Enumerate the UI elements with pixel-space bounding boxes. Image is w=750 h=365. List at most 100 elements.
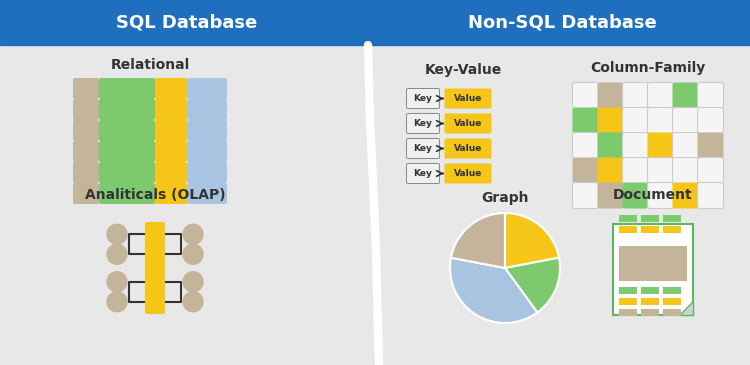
Bar (0, 0, 375, 45)
Circle shape (107, 224, 127, 244)
Wedge shape (451, 213, 505, 268)
Bar (619, 246, 687, 281)
Circle shape (183, 244, 203, 264)
FancyBboxPatch shape (622, 82, 649, 108)
FancyBboxPatch shape (673, 132, 698, 158)
FancyBboxPatch shape (673, 108, 698, 134)
Text: SQL Database: SQL Database (116, 14, 258, 31)
Wedge shape (450, 258, 537, 323)
FancyBboxPatch shape (622, 182, 649, 208)
Bar (663, 226, 681, 233)
FancyBboxPatch shape (598, 82, 623, 108)
FancyBboxPatch shape (572, 158, 598, 184)
Text: Value: Value (454, 144, 482, 153)
Circle shape (107, 292, 127, 312)
FancyBboxPatch shape (73, 162, 99, 183)
FancyBboxPatch shape (598, 108, 623, 134)
FancyBboxPatch shape (99, 141, 155, 162)
Wedge shape (505, 213, 559, 268)
Bar (613, 224, 693, 315)
Bar (375, 0, 750, 45)
FancyBboxPatch shape (445, 114, 491, 134)
FancyBboxPatch shape (698, 158, 724, 184)
Text: Non-SQL Database: Non-SQL Database (468, 14, 656, 31)
FancyBboxPatch shape (698, 82, 724, 108)
FancyBboxPatch shape (647, 132, 674, 158)
Circle shape (183, 292, 203, 312)
FancyBboxPatch shape (99, 78, 155, 99)
Bar (663, 309, 681, 316)
FancyBboxPatch shape (572, 82, 598, 108)
Bar (663, 298, 681, 305)
Bar (619, 287, 637, 294)
Bar (619, 309, 637, 316)
Text: Key: Key (413, 119, 433, 128)
FancyBboxPatch shape (187, 78, 227, 99)
Bar (663, 215, 681, 222)
Bar (641, 309, 659, 316)
FancyBboxPatch shape (99, 120, 155, 141)
FancyBboxPatch shape (445, 164, 491, 184)
FancyBboxPatch shape (622, 158, 649, 184)
FancyBboxPatch shape (155, 183, 187, 204)
FancyBboxPatch shape (155, 162, 187, 183)
FancyBboxPatch shape (622, 108, 649, 134)
FancyBboxPatch shape (406, 164, 439, 184)
FancyBboxPatch shape (73, 120, 99, 141)
FancyBboxPatch shape (598, 158, 623, 184)
FancyBboxPatch shape (187, 141, 227, 162)
FancyBboxPatch shape (572, 108, 598, 134)
Wedge shape (505, 258, 560, 312)
FancyBboxPatch shape (406, 114, 439, 134)
FancyBboxPatch shape (73, 78, 99, 99)
FancyBboxPatch shape (673, 82, 698, 108)
FancyBboxPatch shape (187, 183, 227, 204)
Bar (641, 287, 659, 294)
FancyBboxPatch shape (647, 182, 674, 208)
FancyBboxPatch shape (187, 99, 227, 120)
FancyBboxPatch shape (647, 158, 674, 184)
FancyBboxPatch shape (187, 120, 227, 141)
Text: Document: Document (614, 188, 693, 202)
FancyBboxPatch shape (145, 222, 165, 314)
FancyBboxPatch shape (572, 182, 598, 208)
Circle shape (107, 272, 127, 292)
Circle shape (183, 272, 203, 292)
Text: Relational: Relational (110, 58, 190, 72)
Bar (619, 215, 637, 222)
FancyBboxPatch shape (99, 162, 155, 183)
FancyBboxPatch shape (698, 182, 724, 208)
FancyBboxPatch shape (73, 99, 99, 120)
FancyBboxPatch shape (622, 132, 649, 158)
FancyBboxPatch shape (155, 141, 187, 162)
FancyBboxPatch shape (99, 99, 155, 120)
FancyBboxPatch shape (698, 108, 724, 134)
Text: Column-Family: Column-Family (590, 61, 706, 75)
FancyBboxPatch shape (73, 141, 99, 162)
FancyBboxPatch shape (406, 88, 439, 108)
FancyBboxPatch shape (155, 120, 187, 141)
Bar (619, 298, 637, 305)
FancyBboxPatch shape (673, 182, 698, 208)
Bar (641, 298, 659, 305)
FancyBboxPatch shape (647, 108, 674, 134)
Text: Value: Value (454, 94, 482, 103)
FancyBboxPatch shape (155, 78, 187, 99)
Bar (641, 215, 659, 222)
Bar (663, 287, 681, 294)
FancyBboxPatch shape (187, 162, 227, 183)
Text: Key-Value: Key-Value (424, 63, 502, 77)
FancyBboxPatch shape (598, 132, 623, 158)
Text: Analiticals (OLAP): Analiticals (OLAP) (85, 188, 225, 202)
Circle shape (183, 224, 203, 244)
FancyBboxPatch shape (155, 99, 187, 120)
FancyBboxPatch shape (598, 182, 623, 208)
Bar (641, 226, 659, 233)
Text: Key: Key (413, 144, 433, 153)
Text: Key: Key (413, 94, 433, 103)
FancyBboxPatch shape (406, 138, 439, 158)
Circle shape (107, 244, 127, 264)
FancyBboxPatch shape (99, 183, 155, 204)
FancyBboxPatch shape (647, 82, 674, 108)
FancyBboxPatch shape (572, 132, 598, 158)
